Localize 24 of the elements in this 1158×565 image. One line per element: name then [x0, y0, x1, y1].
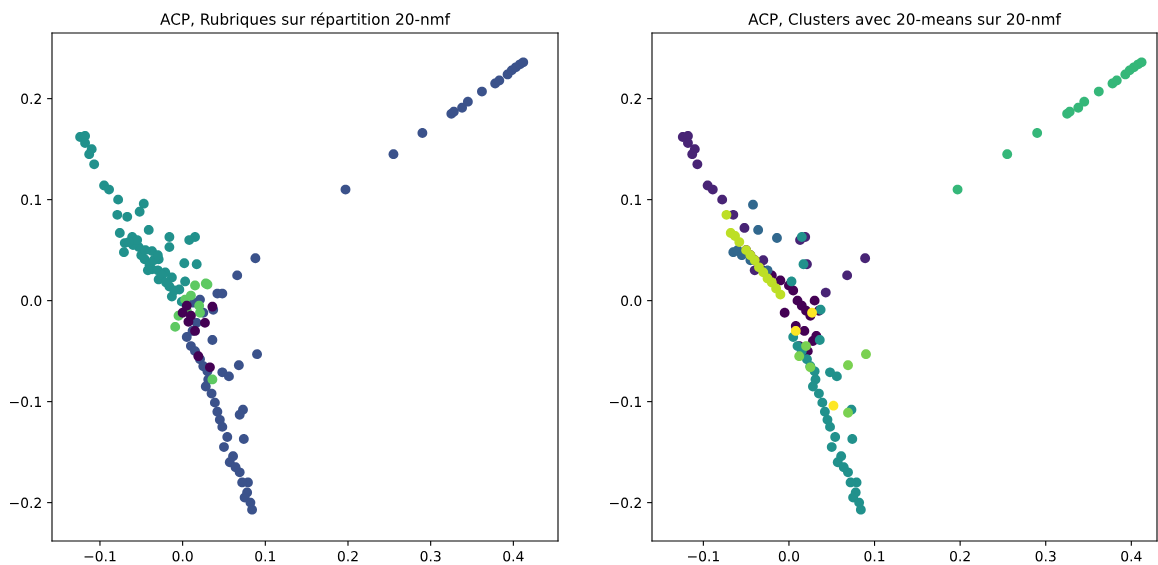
x-tick-label: 0.2 — [337, 550, 358, 562]
x-tick-label: 0.3 — [1035, 550, 1056, 562]
x-tick-label: 0.1 — [255, 550, 276, 562]
y-tick-label: −0.2 — [10, 497, 41, 509]
y-tick-label: 0.2 — [21, 93, 41, 105]
x-tick-label: 0.0 — [172, 550, 193, 562]
x-tick-label: 0.2 — [950, 550, 970, 562]
x-tick-label: −0.1 — [687, 550, 719, 562]
y-tick-label: 0.1 — [21, 194, 41, 206]
x-tick-label: 0.4 — [1121, 550, 1142, 562]
x-tick-label: −0.1 — [84, 550, 116, 562]
y-tick-label: 0.0 — [21, 295, 42, 307]
chart-title: ACP, Clusters avec 20-means sur 20-nmf — [748, 13, 1062, 27]
y-tick-label: −0.2 — [610, 497, 641, 509]
y-tick-label: −0.1 — [610, 396, 641, 408]
y-tick-label: 0.1 — [621, 194, 641, 206]
y-tick-label: 0.0 — [621, 295, 642, 307]
y-tick-label: −0.1 — [10, 396, 41, 408]
chart-title: ACP, Rubriques sur répartition 20-nmf — [160, 12, 451, 28]
x-tick-label: 0.1 — [864, 550, 885, 562]
y-tick-label: 0.2 — [621, 93, 641, 105]
x-tick-label: 0.0 — [778, 550, 800, 562]
x-tick-label: 0.4 — [503, 550, 524, 562]
x-tick-label: 0.3 — [420, 550, 441, 562]
